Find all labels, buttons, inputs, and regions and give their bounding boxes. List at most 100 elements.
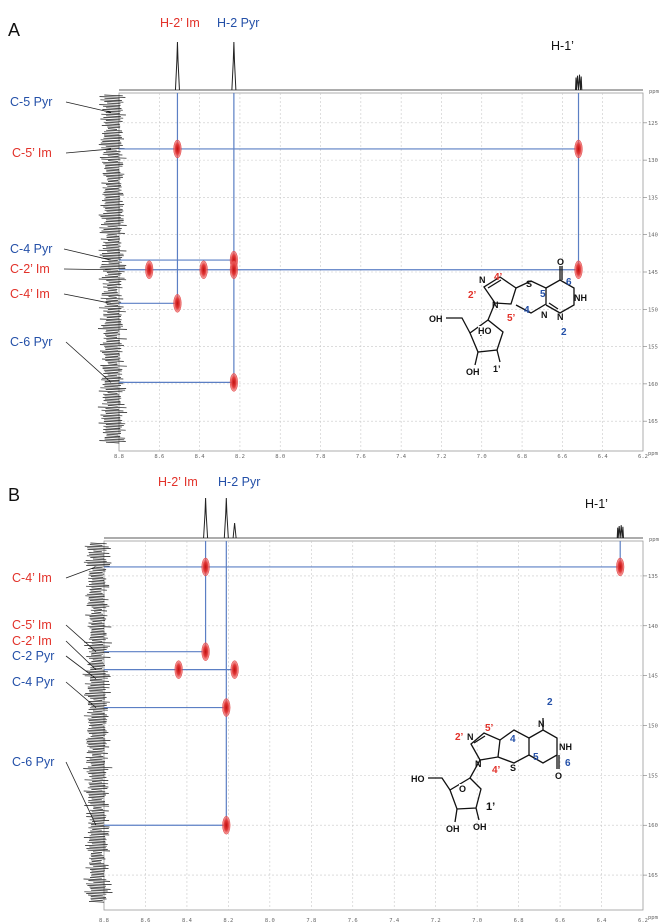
panel-b-label-leader-5 bbox=[65, 761, 97, 826]
panel-a-left-label-c2-im: C-2’ Im bbox=[10, 262, 50, 276]
panel-b-label-leader-0 bbox=[65, 566, 97, 579]
panel-a-y-tick-label: 125 bbox=[648, 121, 658, 127]
panel-b-y-tick-label: 155 bbox=[648, 773, 658, 779]
panel-a-carbon-projection bbox=[97, 94, 128, 444]
panel-b-x-tick-label: 7.4 bbox=[389, 918, 400, 924]
panel-b-y-tick-label: 135 bbox=[648, 574, 658, 580]
structure-a-atom-ho: OH bbox=[429, 314, 443, 324]
panel-b-x-tick-label: 7.8 bbox=[306, 918, 316, 924]
structure-a-ring-o-bg bbox=[478, 326, 487, 335]
structure-a-atom-n4: N bbox=[557, 312, 564, 322]
panel-b-cross-peak-3 bbox=[174, 660, 183, 679]
structure-b-atom-n1: N bbox=[467, 732, 474, 742]
panel-b-letter: B bbox=[8, 485, 20, 505]
panel-b-x-tick-label: 8.4 bbox=[182, 918, 193, 924]
structure-a-atom-s: S bbox=[526, 279, 532, 289]
panel-b-x-tick-label: 7.6 bbox=[348, 918, 358, 924]
structure-b-label-5-pyr: 5 bbox=[533, 752, 539, 763]
panel-a-x-tick-label: 7.2 bbox=[436, 454, 446, 460]
structure-a-label-5-pyr: 5 bbox=[540, 289, 546, 300]
panel-a-cross-peak-6 bbox=[574, 260, 583, 280]
panel-b-proton-spectrum bbox=[203, 497, 624, 539]
structure-a-atom-o-ring: HO bbox=[478, 326, 492, 336]
structure-b-atom-oh2: OH bbox=[473, 822, 487, 832]
structure-a-atom-nh: NH bbox=[574, 293, 587, 303]
panel-a-x-tick-label: 6.4 bbox=[598, 454, 609, 460]
panel-b-y-tick-label: 145 bbox=[648, 674, 658, 680]
panel-a-x-tick-label: 7.0 bbox=[477, 454, 487, 460]
panel-b-cross-peak-4 bbox=[230, 660, 239, 679]
panel-b-label-leader-3 bbox=[65, 655, 97, 679]
structure-a-label-2: 2’ bbox=[468, 290, 477, 301]
structure-a-atom-oh1: OH bbox=[466, 367, 480, 377]
chemical-structure-a: HO N N S N O NH OH OH 1’ 4’ 2’ 5’ 5 4 6 … bbox=[429, 257, 587, 377]
panel-a-label-leader-1 bbox=[65, 148, 111, 154]
panel-a-x-tick-label: 6.2 bbox=[638, 454, 648, 460]
panel-b-cross-peak-2 bbox=[201, 642, 210, 661]
panel-a-y-tick-label: 130 bbox=[648, 158, 658, 164]
panel-b-label-leader-2 bbox=[65, 640, 97, 670]
panel-a-left-label-c6-pyr: C-6 Pyr bbox=[10, 335, 52, 349]
panel-a-x-unit: ppm bbox=[648, 451, 659, 457]
structure-a-label-6-pyr: 6 bbox=[566, 277, 572, 288]
panel-b-x-tick-label: 8.2 bbox=[223, 918, 233, 924]
structure-b-label-4-im: 4’ bbox=[492, 765, 501, 776]
structure-a-atom-n2: N bbox=[492, 300, 499, 310]
structure-b-ring-o-bg bbox=[459, 784, 468, 793]
structure-b-label-6-pyr: 6 bbox=[565, 758, 571, 769]
panel-a-left-label-c5-pyr: C-5 Pyr bbox=[10, 95, 52, 109]
panel-b-y-unit: ppm bbox=[649, 537, 660, 543]
panel-b-label-leader-1 bbox=[65, 624, 97, 652]
panel-b-left-label-c4-pyr: C-4 Pyr bbox=[12, 675, 54, 689]
structure-a-atom-n1: N bbox=[479, 275, 486, 285]
panel-b-left-label-c2-pyr: C-2 Pyr bbox=[12, 649, 54, 663]
panel-a-x-tick-label: 8.4 bbox=[195, 454, 206, 460]
panel-b-x-tick-label: 8.6 bbox=[140, 918, 150, 924]
panel-a-y-tick-label: 165 bbox=[648, 419, 658, 425]
panel-a-cross-peak-4 bbox=[145, 260, 154, 280]
panel-a-x-tick-label: 8.2 bbox=[235, 454, 245, 460]
spectra-layer: 8.8 8.6 8.4 8.2 8.0 7.8 7.6 7.4 7.2 7.0 6.8 6.6 6.4 6… bbox=[63, 41, 658, 924]
panel-a-letter: A bbox=[8, 20, 20, 40]
panel-b-x-tick-label: 6.4 bbox=[597, 918, 608, 924]
panel-a-top-label-h2-pyr: H-2 Pyr bbox=[217, 16, 259, 30]
panel-b-cross-peak-0 bbox=[201, 557, 210, 577]
panel-a-cross-peak-3 bbox=[229, 260, 238, 280]
structure-b-label-4-pyr: 4 bbox=[510, 734, 516, 745]
panel-b-x-tick-label: 7.0 bbox=[472, 918, 482, 924]
panel-a-top-label-h2-im: H-2’ Im bbox=[160, 16, 200, 30]
panel-a-cross-peak-7 bbox=[173, 294, 182, 313]
panel-a-x-tick-label: 8.8 bbox=[114, 454, 124, 460]
panel-b-cross-peak-1 bbox=[616, 557, 625, 577]
panel-b-y-tick-label: 140 bbox=[648, 624, 658, 630]
structure-b-atom-ho: HO bbox=[411, 774, 425, 784]
panel-a-y-tick-label: 160 bbox=[648, 382, 658, 388]
panel-b-x-tick-label: 7.2 bbox=[431, 918, 441, 924]
panel-a-x-tick-label: 7.6 bbox=[356, 454, 366, 460]
panel-b-x-tick-label: 6.8 bbox=[514, 918, 524, 924]
panel-a-x-tick-label: 6.8 bbox=[517, 454, 527, 460]
panel-a-y-tick-label: 155 bbox=[648, 345, 658, 351]
panel-a-y-tick-label: 150 bbox=[648, 307, 658, 313]
panel-a-label-leader-5 bbox=[65, 341, 112, 383]
structure-b-label-1: 1’ bbox=[486, 801, 495, 813]
panel-b-y-tick-label: 150 bbox=[648, 724, 658, 730]
structure-a-label-2-pyr: 2 bbox=[561, 327, 567, 338]
structure-b-bonds bbox=[428, 718, 560, 823]
panel-b-x-tick-label: 6.2 bbox=[638, 918, 648, 924]
panel-a-proton-spectrum bbox=[174, 41, 583, 91]
panel-a-x-tick-label: 8.0 bbox=[275, 454, 285, 460]
structure-b-atom-nh: NH bbox=[559, 742, 572, 752]
structure-a-label-4: 4’ bbox=[494, 272, 503, 283]
panel-a-left-label-c4-pyr: C-4 Pyr bbox=[10, 242, 52, 256]
panel-a-x-tick-label: 7.4 bbox=[396, 454, 407, 460]
panel-b-x-tick-label: 6.6 bbox=[555, 918, 565, 924]
panel-b-top-label-h2-im: H-2’ Im bbox=[158, 475, 198, 489]
panel-a-cross-peak-0 bbox=[173, 139, 182, 159]
structure-b-label-2-pyr: 2 bbox=[547, 697, 553, 708]
panel-b-label-leader-4 bbox=[65, 681, 97, 708]
panel-b-cross-peak-6 bbox=[222, 815, 231, 835]
structure-b-atom-s: S bbox=[510, 763, 516, 773]
chemical-structure-b: O N N N S O NH HO OH OH 1’ 2 6 4 5 5’ 2’… bbox=[411, 697, 572, 834]
panel-a-top-label-h1: H-1’ bbox=[551, 39, 574, 53]
